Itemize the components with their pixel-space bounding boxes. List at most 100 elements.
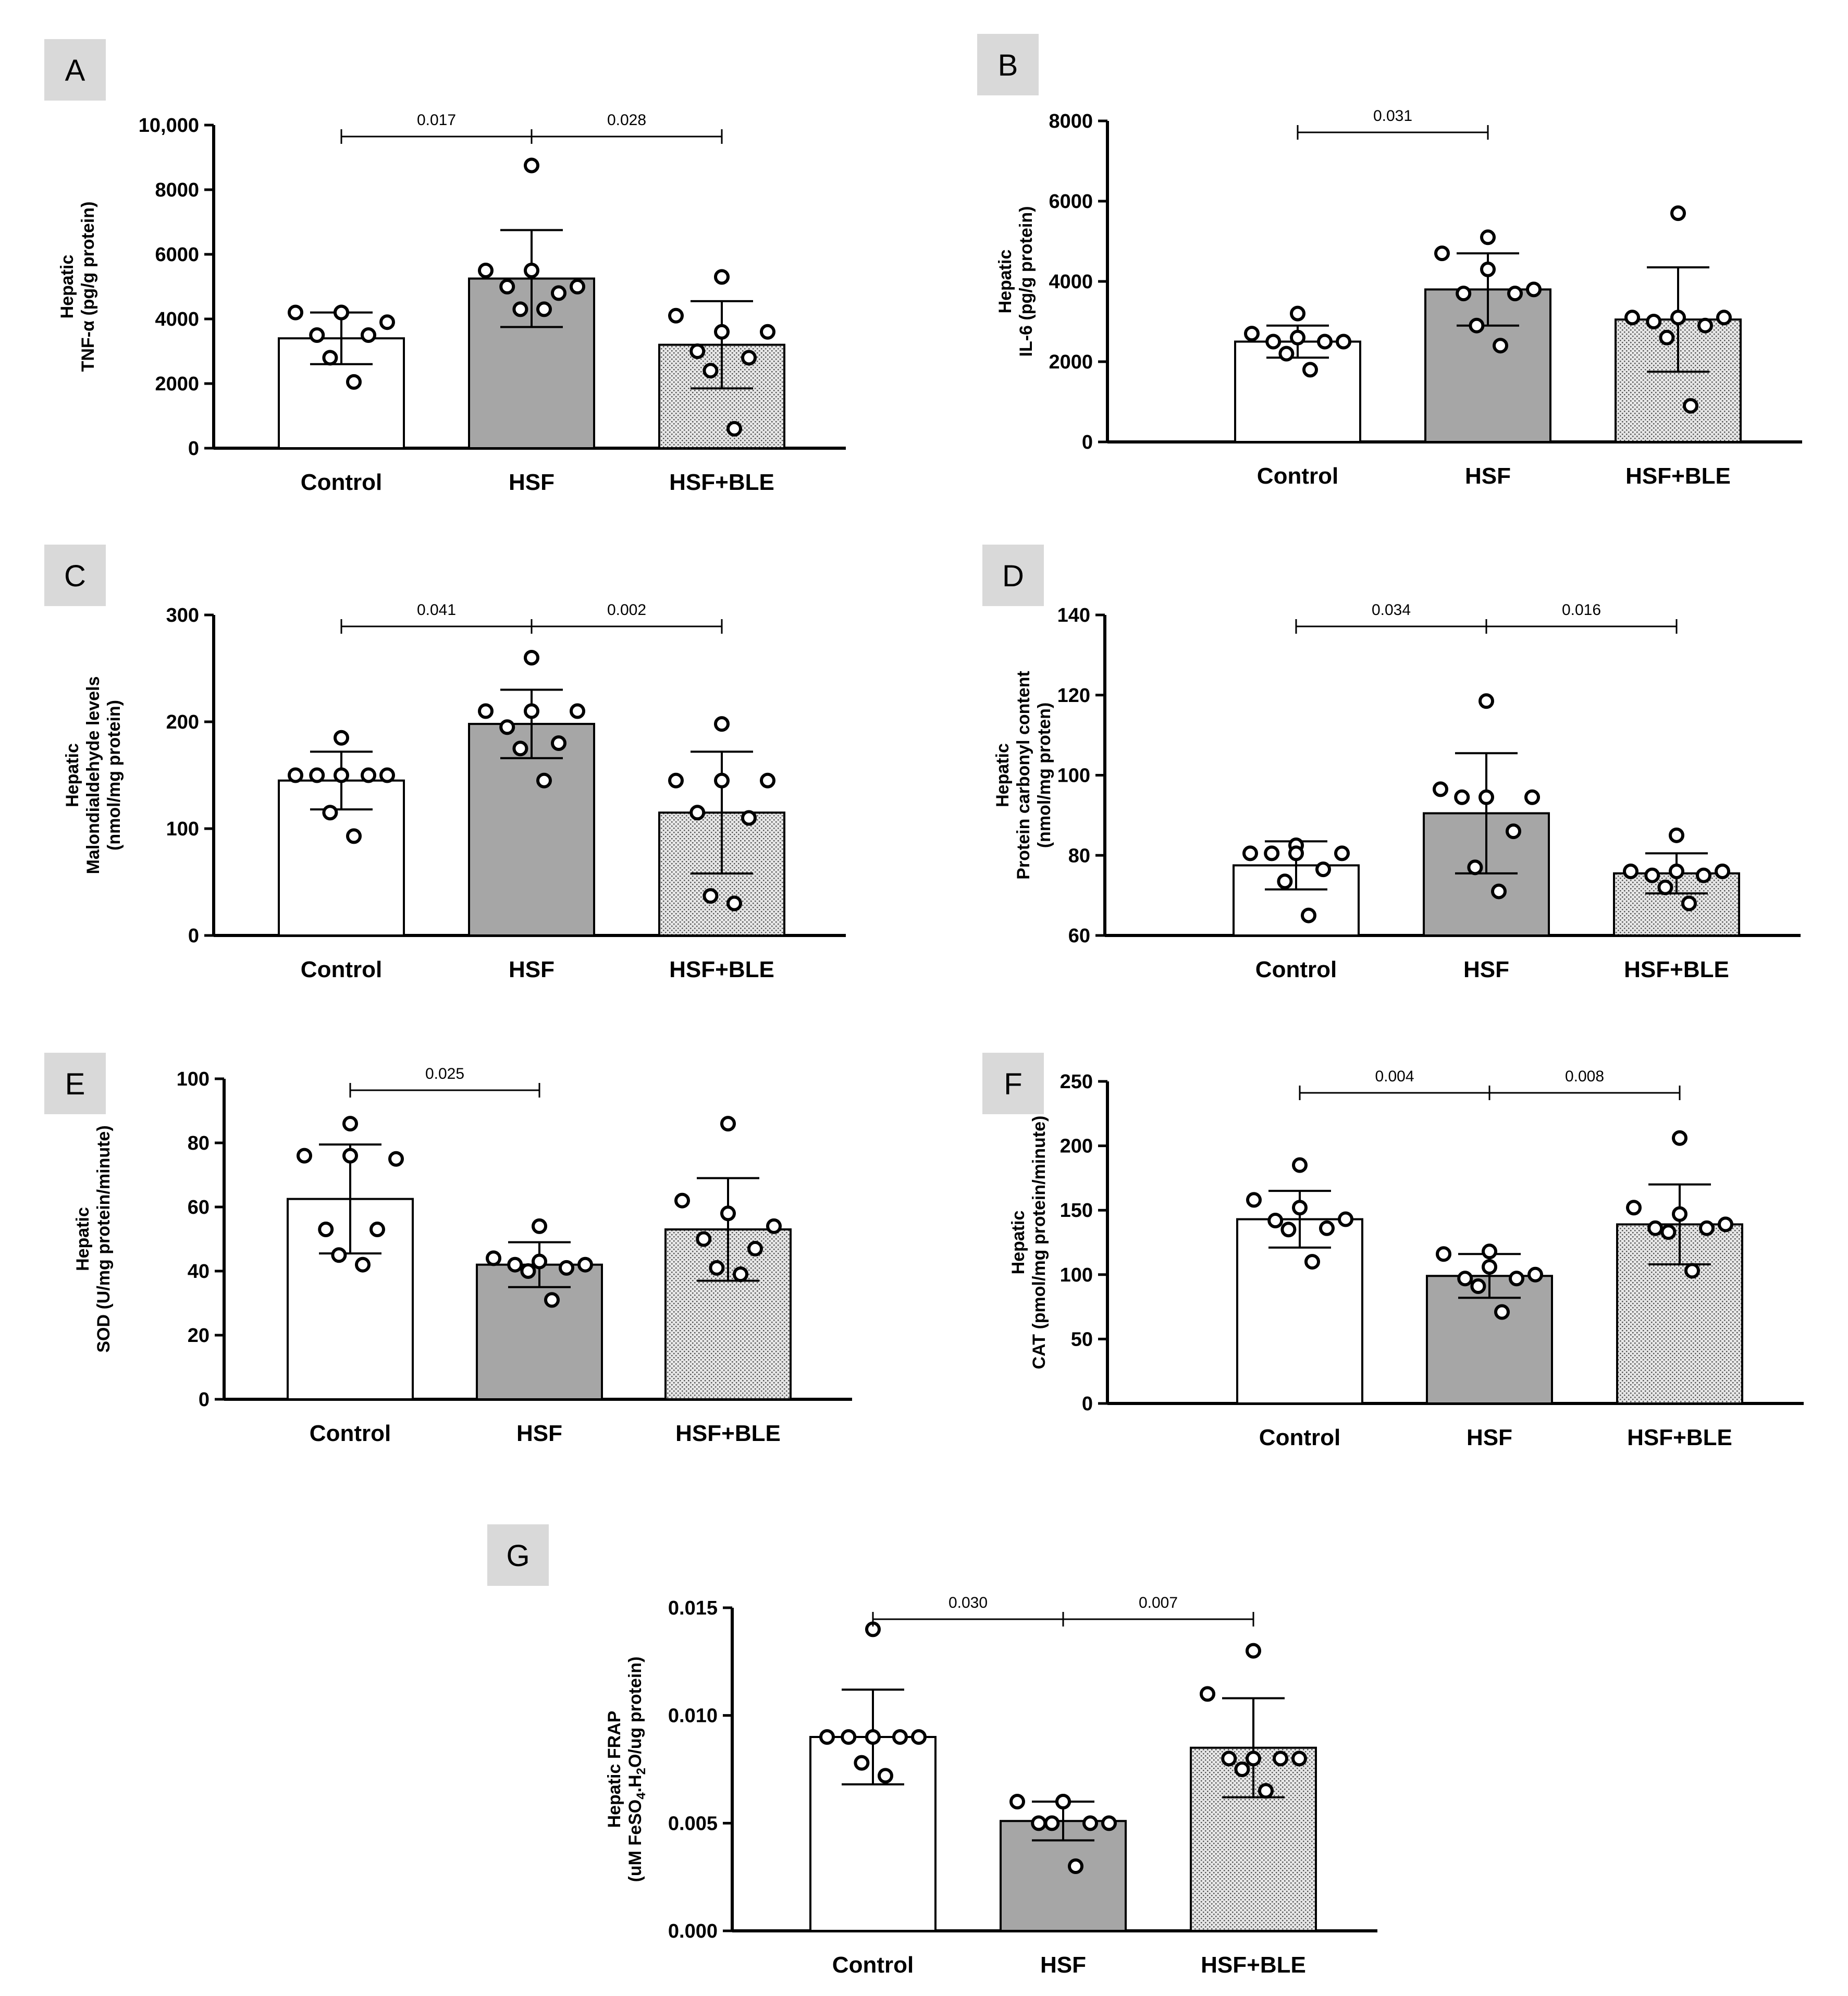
data-point [1699, 1220, 1715, 1236]
data-point [379, 767, 395, 783]
data-point [507, 1256, 523, 1273]
p-value-label: 0.025 [425, 1065, 464, 1082]
data-point [499, 279, 515, 294]
y-tick-label: 200 [1060, 1136, 1093, 1157]
p-value-label: 0.007 [1139, 1594, 1178, 1611]
data-point [854, 1755, 870, 1771]
y-tick-label: 2000 [155, 373, 199, 395]
panel-label-box [44, 39, 106, 101]
panel-label-box [982, 545, 1044, 606]
data-point [288, 304, 303, 321]
y-tick-label: 6000 [1049, 191, 1093, 213]
x-tick-label: Control [832, 1952, 914, 1978]
data-point [536, 772, 552, 788]
p-value-label: 0.008 [1565, 1068, 1604, 1085]
x-tick-label: HSF [1040, 1952, 1086, 1978]
data-point [361, 767, 376, 783]
panel-label: F [1004, 1067, 1022, 1101]
y-tick-label: 0.000 [668, 1920, 718, 1942]
data-point [1454, 789, 1470, 805]
data-point [1334, 845, 1350, 861]
data-point [1479, 789, 1494, 805]
data-point [1258, 1783, 1274, 1799]
data-point [1101, 1815, 1117, 1831]
y-axis-label: TNF-α (pg/g protein) [78, 202, 98, 372]
data-point [1044, 1815, 1060, 1831]
data-point [720, 1205, 736, 1222]
chart-panel-G: G 0.000 0.005 0.010 0.015 Hepatic FRAP(uM FeS… [487, 1524, 1377, 1978]
data-point [1292, 1157, 1308, 1173]
bar-hsf [468, 723, 595, 937]
data-point [1244, 326, 1260, 342]
data-point [1301, 907, 1316, 923]
data-point [532, 1218, 547, 1234]
panel-label: B [998, 48, 1018, 82]
data-point [1524, 789, 1540, 805]
y-tick-label: 4000 [1049, 271, 1093, 293]
data-point [1659, 329, 1675, 346]
x-tick-label: HSF [1463, 957, 1509, 982]
data-point [714, 269, 730, 285]
y-tick-label: 0.010 [668, 1705, 718, 1727]
y-tick-label: 80 [188, 1132, 210, 1154]
data-point [1480, 261, 1496, 277]
x-tick-label: HSF+BLE [669, 957, 774, 982]
data-point [733, 1266, 748, 1283]
data-point [1302, 362, 1318, 378]
data-point [1681, 895, 1697, 911]
panel-label-box [977, 34, 1039, 95]
data-point [512, 301, 528, 317]
data-point [544, 1292, 560, 1308]
data-point [1480, 229, 1496, 245]
x-tick-label: Control [301, 957, 382, 982]
data-point [1336, 334, 1351, 350]
p-value-label: 0.031 [1373, 107, 1412, 125]
p-value-label: 0.041 [417, 601, 456, 619]
chart-panel-A: A 0 2000 4000 6000 8000 10,000 Hepatic TNF-α (pg… [44, 39, 846, 495]
data-point [865, 1729, 881, 1745]
data-point [1292, 1200, 1308, 1216]
panel-label-box [44, 545, 106, 606]
y-axis-label: Hepatic FRAP [605, 1711, 624, 1828]
data-point [1494, 1304, 1510, 1320]
data-point [1482, 1243, 1497, 1260]
data-point [1456, 286, 1472, 302]
data-point [726, 895, 742, 911]
x-tick-label: HSF [1465, 463, 1511, 489]
data-point [1644, 867, 1660, 883]
x-tick-label: HSF+BLE [1624, 957, 1729, 982]
data-point [741, 350, 757, 366]
data-point [388, 1151, 404, 1167]
data-point [720, 1116, 736, 1132]
p-value-label: 0.002 [607, 601, 646, 619]
y-tick-label: 0.005 [668, 1813, 718, 1834]
y-axis-label: (uM FeSO4.H2O/ug protein) [625, 1657, 648, 1882]
data-point [741, 810, 757, 826]
data-point [1672, 1206, 1687, 1222]
x-tick-label: Control [301, 470, 382, 495]
data-point [1290, 329, 1305, 346]
data-point [346, 374, 362, 390]
y-tick-label: 200 [166, 711, 199, 733]
data-point [1291, 1751, 1307, 1767]
data-point [520, 1263, 536, 1279]
y-tick-label: 8000 [155, 179, 199, 201]
y-tick-label: 6000 [155, 244, 199, 266]
data-point [1434, 245, 1450, 262]
data-point [1527, 1266, 1543, 1283]
x-tick-label: Control [1259, 1425, 1340, 1450]
y-tick-label: 2000 [1049, 351, 1093, 373]
panel-label-box [487, 1524, 549, 1586]
x-tick-label: Control [310, 1421, 391, 1446]
data-point [322, 805, 338, 821]
panel-label-box [982, 1053, 1044, 1114]
data-point [1670, 205, 1686, 221]
data-point [1246, 1643, 1261, 1659]
data-point [524, 263, 539, 278]
data-point [1246, 1192, 1262, 1208]
data-point [1264, 845, 1280, 861]
data-point [1623, 864, 1638, 879]
data-point [1457, 1271, 1473, 1287]
data-point [1646, 314, 1662, 329]
